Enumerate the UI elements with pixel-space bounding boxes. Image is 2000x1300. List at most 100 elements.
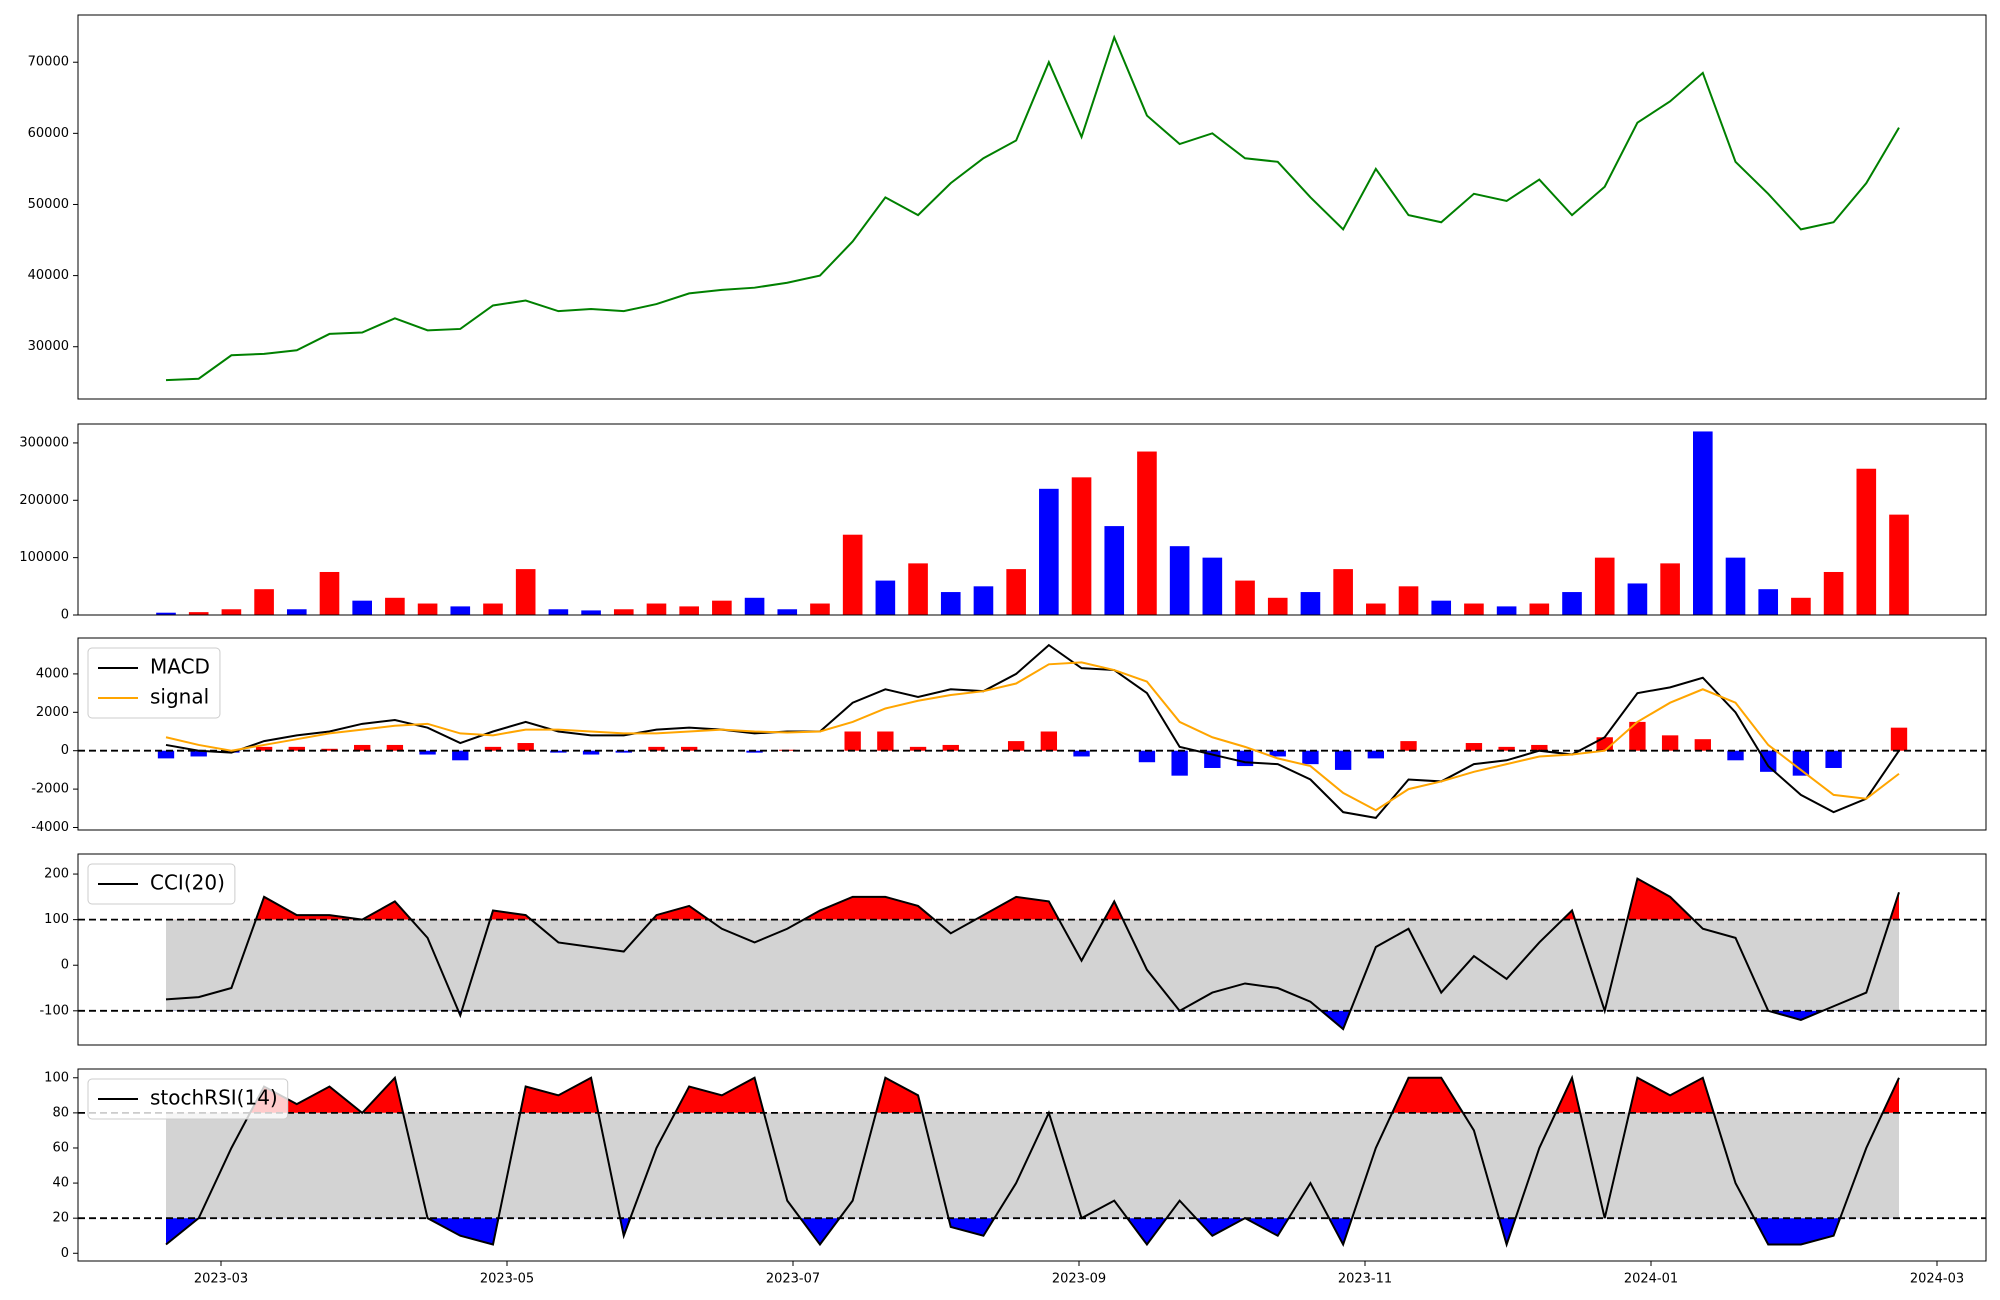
histogram-bar: [1531, 744, 1548, 751]
y-tick-label: 60000: [28, 126, 69, 141]
volume-bar: [286, 609, 307, 615]
x-tick-label: 2023-05: [480, 1272, 534, 1287]
histogram-bar: [582, 750, 600, 755]
axes-frame: [77, 1068, 1987, 1262]
volume-bar: [875, 580, 896, 615]
volume-bar: [450, 606, 471, 615]
histogram-bar: [1171, 750, 1188, 776]
histogram-bar: [942, 744, 959, 751]
volume-bar: [973, 586, 994, 615]
band-fill: [166, 919, 1899, 1011]
y-tick-label: 30000: [28, 339, 69, 354]
x-tick-label: 2023-03: [194, 1272, 248, 1287]
series-line: [165, 661, 1900, 812]
legend-label: CCI(20): [150, 871, 225, 895]
histogram-bar: [680, 746, 698, 751]
volume-bar: [156, 612, 176, 615]
volume-bar: [548, 609, 569, 615]
axes-frame: [77, 637, 1987, 831]
histogram-bar: [157, 750, 175, 759]
y-tick-label: 80: [52, 1105, 69, 1120]
histogram-bar: [419, 750, 436, 755]
y-tick-label: 200: [44, 867, 69, 882]
y-tick-label: 50000: [28, 197, 69, 212]
legend-box: [87, 863, 236, 905]
y-tick-label: 60: [52, 1140, 69, 1155]
volume-bar: [940, 592, 961, 615]
histogram-bar: [877, 731, 894, 751]
axes-frame: [77, 423, 1987, 616]
volume-bar: [1496, 606, 1517, 615]
panel: [78, 1074, 1986, 1248]
histogram-bar: [746, 750, 763, 753]
volume-bar: [1889, 514, 1909, 615]
series-line: [165, 1074, 1900, 1248]
legend: MACD signal: [87, 647, 221, 719]
histogram-bar: [1236, 750, 1254, 767]
histogram-bar: [1694, 739, 1711, 751]
volume-bar: [777, 609, 798, 615]
y-tick-label: 40: [52, 1176, 69, 1191]
volume-bar: [679, 606, 699, 615]
y-tick-label: 70000: [28, 55, 69, 70]
histogram-bar: [1727, 750, 1744, 761]
volume-bar: [744, 597, 765, 615]
volume-bar: [254, 589, 274, 615]
legend-box: [87, 1078, 289, 1120]
histogram-bar: [1792, 750, 1810, 776]
histogram-bar: [550, 750, 567, 753]
histogram-bar: [452, 750, 469, 761]
volume-bar: [1823, 571, 1844, 615]
x-tick-label: 2023-09: [1052, 1272, 1106, 1287]
y-tick-label: 40000: [28, 268, 69, 283]
panel: [165, 34, 1900, 382]
volume-bar: [1594, 557, 1615, 615]
legend: CCI(20): [87, 863, 236, 905]
volume-bar: [1627, 583, 1648, 615]
price-line: [165, 34, 1900, 382]
volume-bar: [1006, 569, 1026, 615]
histogram-bar: [1334, 750, 1352, 770]
histogram-bar: [1629, 721, 1646, 751]
volume-bar: [1169, 546, 1190, 615]
y-tick-label: -2000: [31, 782, 69, 797]
y-tick-label: 300000: [19, 435, 69, 450]
volume-bar: [581, 610, 601, 615]
panel: [78, 643, 1986, 819]
volume-bar: [221, 609, 242, 615]
x-tick-label: 2023-07: [766, 1272, 820, 1287]
volume-bar: [1693, 431, 1713, 615]
volume-bar: [1660, 563, 1680, 615]
histogram-bar: [844, 731, 861, 751]
volume-bar: [646, 603, 667, 615]
axes-frame: [77, 853, 1987, 1046]
histogram-bar: [1302, 750, 1319, 765]
series-line: [165, 643, 1900, 819]
volume-bar: [1464, 603, 1484, 615]
y-tick-label: 20: [52, 1211, 69, 1226]
volume-bar: [1333, 569, 1353, 615]
axes-frame: [77, 14, 1987, 400]
histogram-bar: [1007, 741, 1025, 751]
y-tick-label: 0: [61, 743, 69, 758]
volume-bar: [319, 571, 340, 615]
histogram-bar: [1661, 735, 1679, 751]
panel: [78, 877, 1986, 1031]
series-line: [165, 877, 1900, 1031]
y-tick-label: -100: [39, 1003, 69, 1018]
volume-bar: [1267, 597, 1288, 615]
band-fill: [166, 1112, 1899, 1219]
volume-bar: [613, 609, 634, 615]
volume-bar: [1300, 592, 1321, 615]
volume-bar: [1071, 477, 1092, 615]
histogram-bar: [1138, 750, 1156, 763]
legend-label: signal: [150, 685, 209, 709]
y-tick-label: 0: [61, 958, 69, 973]
histogram-bar: [648, 746, 665, 751]
volume-bar: [1529, 603, 1550, 615]
histogram-bar: [190, 750, 207, 757]
x-tick-label: 2023-11: [1338, 1272, 1392, 1287]
volume-bar: [1431, 600, 1452, 615]
volume-bar: [908, 563, 928, 615]
volume-bar: [1398, 586, 1419, 615]
